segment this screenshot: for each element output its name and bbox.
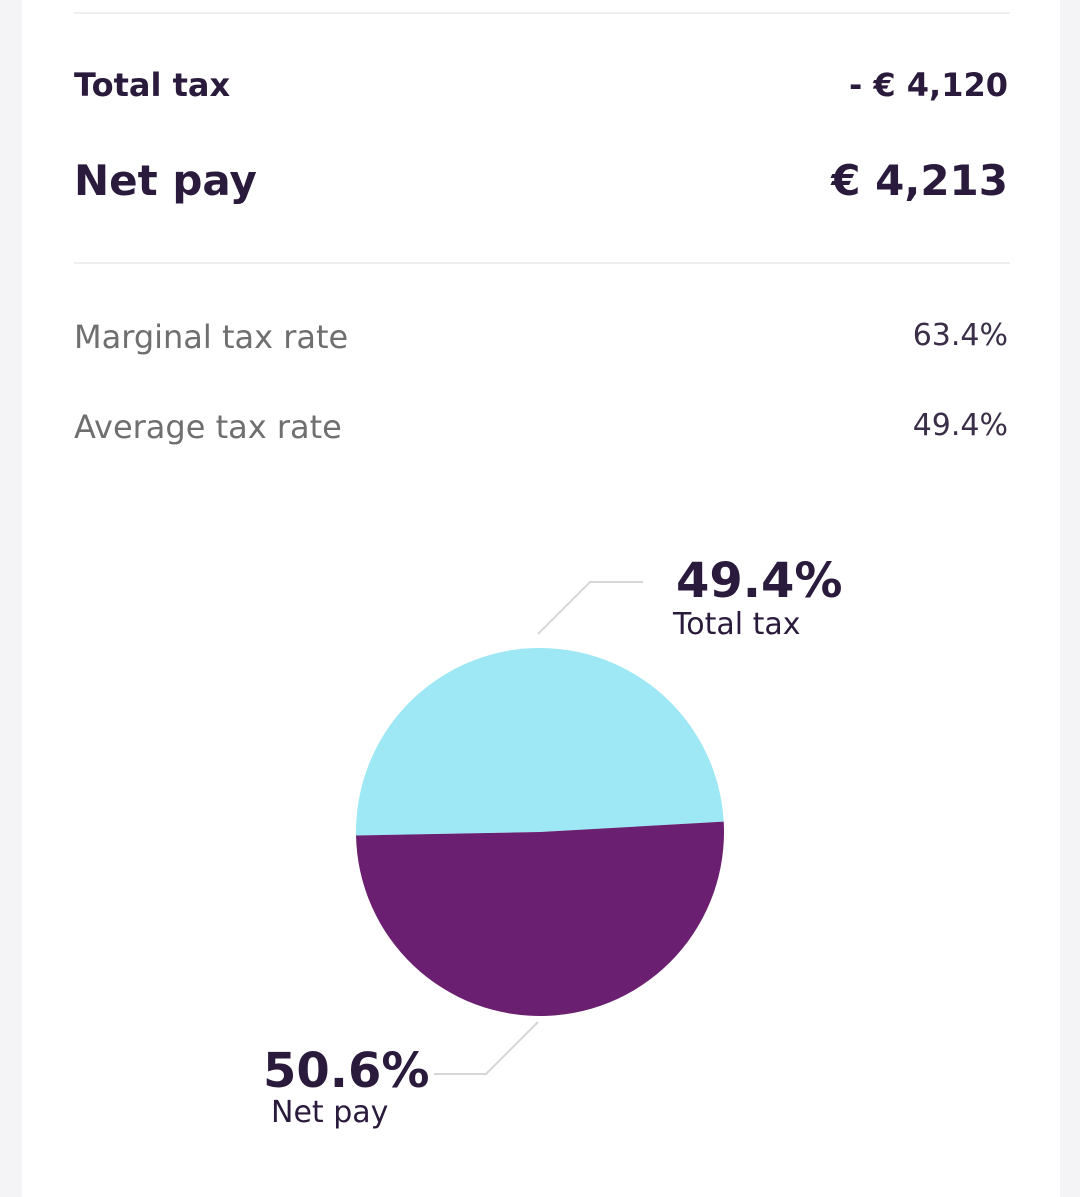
average-tax-rate-value: 49.4% xyxy=(912,408,1008,443)
total-tax-slice-label: Total tax xyxy=(672,607,801,642)
total-tax-value: - € 4,120 xyxy=(848,66,1008,104)
net-pay-value: € 4,213 xyxy=(831,156,1008,205)
leader-line-total-tax xyxy=(537,581,643,635)
pie-slice-total-tax xyxy=(356,648,724,836)
tax-summary-card: Total tax - € 4,120 Net pay € 4,213 Marg… xyxy=(22,0,1060,1197)
average-tax-rate-label: Average tax rate xyxy=(74,408,342,446)
net-pay-percent: 50.6% xyxy=(263,1043,430,1099)
top-divider xyxy=(74,12,1010,14)
total-tax-percent: 49.4% xyxy=(676,553,843,609)
pie-slice-net-pay xyxy=(356,821,724,1017)
net-pay-label: Net pay xyxy=(74,156,257,205)
leader-line-net-pay xyxy=(434,1021,539,1075)
tax-pie-chart: 49.4% Total tax 50.6% Net pay xyxy=(263,553,843,1130)
middle-divider xyxy=(74,262,1010,264)
net-pay-slice-label: Net pay xyxy=(271,1095,388,1130)
marginal-tax-rate-value: 63.4% xyxy=(912,318,1008,353)
total-tax-label: Total tax xyxy=(74,66,231,104)
marginal-tax-rate-label: Marginal tax rate xyxy=(74,318,349,356)
